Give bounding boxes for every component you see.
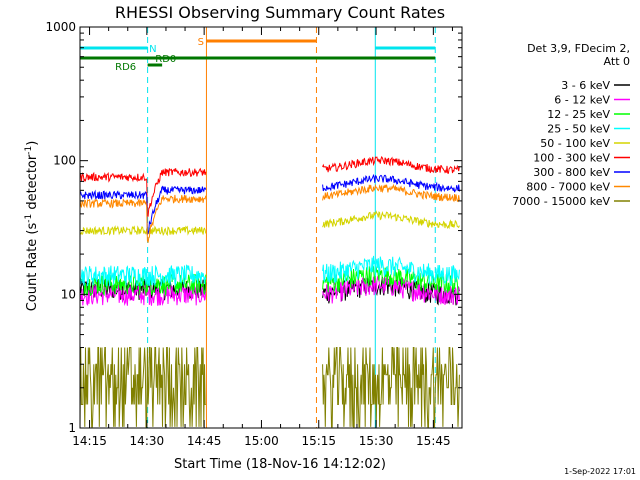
legend-header: Det 3,9, FDecim 2, [527,42,630,55]
legend: Det 3,9, FDecim 2,Att 0 3 - 6 keV 6 - 12 k… [512,42,630,208]
y-axis-label: Count Rate (s-1 detector-1) [24,141,40,312]
rd0-label: RD0 [155,54,176,65]
legend-entry-label: 100 - 300 keV [533,152,610,165]
x-tick-label: 15:45 [416,434,451,448]
legend-entry-label: 7000 - 15000 keV [512,195,610,208]
x-axis-label: Start Time (18-Nov-16 14:12:02) [174,457,386,472]
series-6-12-kev [79,275,460,307]
y-tick-label: 1 [68,421,76,435]
x-tick-label: 14:15 [72,434,107,448]
legend-entry-label: 3 - 6 keV [561,79,610,92]
series-25-50-kev [79,255,460,287]
x-tick-label: 15:30 [359,434,394,448]
series-300-800-kev [79,173,460,236]
legend-entry-label: 300 - 800 keV [533,166,610,179]
legend-entry-label: 6 - 12 keV [554,94,610,107]
x-tick-label: 15:00 [244,434,279,448]
night-label: N [149,44,156,55]
rd6-label: RD6 [115,62,136,73]
legend-entry-label: 12 - 25 keV [547,108,610,121]
legend-entry-label: 50 - 100 keV [540,137,610,150]
chart-title: RHESSI Observing Summary Count Rates [115,3,445,22]
footer-date: 1-Sep-2022 17:01 [564,467,636,476]
legend-entry-label: 800 - 7000 keV [526,181,610,194]
y-tick-label: 100 [53,154,76,168]
series-800-7000-kev [79,183,460,243]
legend-header: Att 0 [604,55,630,68]
x-tick-label: 14:30 [130,434,165,448]
plot-frame [79,26,463,429]
x-tick-label: 15:15 [301,434,336,448]
y-tick-label: 1000 [45,20,76,34]
y-tick-label: 10 [61,287,76,301]
legend-entry-label: 25 - 50 keV [547,123,610,136]
saa-label: S [198,37,204,48]
x-tick-label: 14:45 [187,434,222,448]
series-100-300-kev [79,155,460,217]
series-7000-15000-kev [79,347,460,428]
axes: 1 10 100 1000 14:15 14:30 14:45 15:00 15:15 15:30… [45,20,463,448]
series-50-100-kev [79,210,460,237]
